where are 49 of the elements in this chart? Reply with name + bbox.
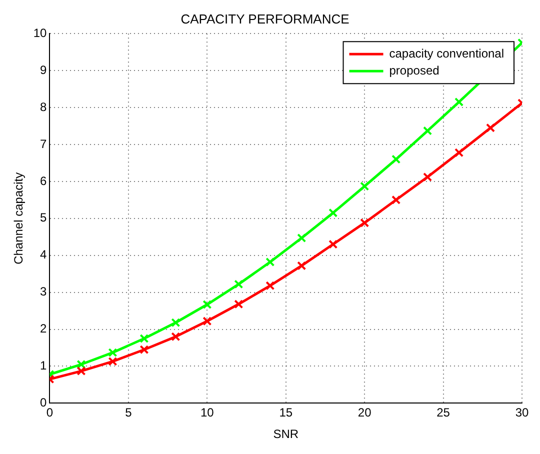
y-tick-label: 6: [40, 174, 48, 188]
point: [171, 332, 180, 342]
point: [392, 154, 401, 164]
point: [297, 233, 306, 243]
y-tick-label: 7: [40, 136, 48, 151]
point: [454, 97, 464, 107]
y-tick-label: 2: [40, 322, 48, 336]
point: [108, 348, 118, 358]
y-tick-label: 5: [40, 210, 48, 225]
point: [202, 300, 212, 310]
point: [454, 148, 464, 158]
point: [202, 316, 212, 326]
point: [140, 345, 149, 354]
y-tick-label: 1: [40, 358, 48, 373]
point: [297, 261, 306, 270]
point: [76, 360, 86, 369]
point: [328, 208, 338, 218]
y-tick-label: 0: [40, 396, 48, 410]
point: [171, 318, 180, 328]
y-tick-label: 3: [40, 284, 48, 299]
y-tick-label: 4: [40, 248, 48, 262]
legend-label: proposed: [389, 63, 440, 78]
y-axis-title: Channel capacity: [12, 172, 26, 264]
x-tick-label: 15: [279, 406, 293, 420]
y-tick-label: 10: [33, 26, 48, 40]
y-tick-label: 8: [40, 100, 48, 114]
y-tick-label: 9: [40, 62, 48, 77]
x-tick-label: 10: [200, 406, 214, 420]
point: [360, 218, 370, 228]
point: [423, 172, 432, 182]
x-tick-label: 5: [125, 406, 132, 420]
chart-title: CAPACITY PERFORMANCE: [180, 11, 350, 26]
point: [392, 195, 401, 204]
x-tick-label: 20: [358, 406, 372, 420]
point: [266, 281, 275, 290]
x-tick-label: 30: [515, 406, 529, 420]
x-tick-label: 25: [436, 406, 450, 420]
point: [360, 182, 370, 191]
point: [234, 300, 244, 309]
point: [486, 123, 496, 132]
point: [266, 257, 275, 267]
legend-label: capacity conventional: [389, 46, 504, 60]
point: [108, 356, 118, 366]
point: [423, 126, 432, 136]
point: [234, 280, 244, 289]
point: [76, 366, 86, 376]
x-axis-title: SNR: [273, 427, 299, 442]
point: [328, 240, 338, 249]
point: [140, 334, 149, 344]
